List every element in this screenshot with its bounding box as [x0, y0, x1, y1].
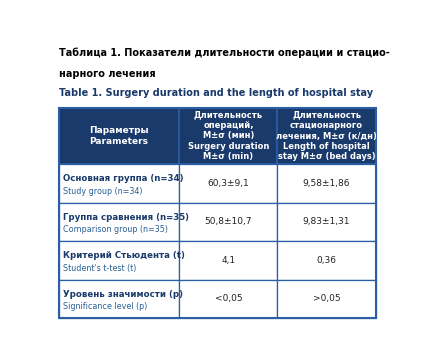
Text: Таблица 1. Показатели длительности операции и стацио-: Таблица 1. Показатели длительности опера…: [59, 48, 390, 58]
FancyBboxPatch shape: [277, 108, 376, 164]
Text: Параметры
Parameters: Параметры Parameters: [89, 126, 149, 146]
Text: Длительность
операций,
М±σ (мин)
Surgery duration
М±σ (min): Длительность операций, М±σ (мин) Surgery…: [188, 111, 269, 161]
FancyBboxPatch shape: [277, 203, 376, 241]
Text: 60,3±9,1: 60,3±9,1: [207, 179, 249, 188]
Text: Основная группа (n=34): Основная группа (n=34): [63, 174, 184, 184]
FancyBboxPatch shape: [59, 279, 179, 318]
FancyBboxPatch shape: [59, 164, 179, 203]
Text: 4,1: 4,1: [221, 256, 235, 265]
Text: 9,58±1,86: 9,58±1,86: [303, 179, 350, 188]
FancyBboxPatch shape: [277, 279, 376, 318]
FancyBboxPatch shape: [59, 108, 179, 164]
Text: Уровень значимости (р): Уровень значимости (р): [63, 290, 183, 299]
Text: Группа сравнения (n=35): Группа сравнения (n=35): [63, 213, 189, 222]
Text: 9,83±1,31: 9,83±1,31: [303, 218, 350, 227]
Text: Comparison group (n=35): Comparison group (n=35): [63, 225, 168, 234]
FancyBboxPatch shape: [277, 241, 376, 279]
FancyBboxPatch shape: [179, 203, 277, 241]
Text: 50,8±10,7: 50,8±10,7: [205, 218, 252, 227]
FancyBboxPatch shape: [277, 164, 376, 203]
FancyBboxPatch shape: [179, 279, 277, 318]
Text: Student's t-test (t): Student's t-test (t): [63, 264, 137, 273]
Text: нарного лечения: нарного лечения: [59, 68, 156, 79]
Text: <0,05: <0,05: [215, 294, 242, 303]
Text: >0,05: >0,05: [313, 294, 340, 303]
FancyBboxPatch shape: [59, 241, 179, 279]
FancyBboxPatch shape: [179, 108, 277, 164]
Text: Study group (n=34): Study group (n=34): [63, 187, 143, 196]
FancyBboxPatch shape: [179, 241, 277, 279]
Text: Длительность
стационарного
лечения, М±σ (к/дн)
Length of hospital
stay М±σ (bed : Длительность стационарного лечения, М±σ …: [276, 111, 377, 161]
Text: Table 1. Surgery duration and the length of hospital stay: Table 1. Surgery duration and the length…: [59, 88, 373, 98]
Text: Significance level (p): Significance level (p): [63, 302, 148, 311]
FancyBboxPatch shape: [179, 164, 277, 203]
FancyBboxPatch shape: [59, 203, 179, 241]
Text: Критерий Стьюдента (t): Критерий Стьюдента (t): [63, 251, 185, 260]
Text: 0,36: 0,36: [317, 256, 337, 265]
